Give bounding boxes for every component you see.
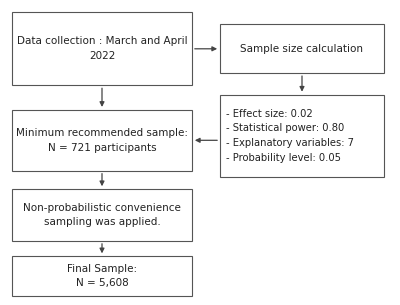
FancyBboxPatch shape — [12, 12, 192, 85]
Text: Data collection : March and April
2022: Data collection : March and April 2022 — [17, 36, 187, 61]
FancyBboxPatch shape — [220, 24, 384, 73]
FancyBboxPatch shape — [12, 256, 192, 296]
Text: Non-probabilistic convenience
sampling was applied.: Non-probabilistic convenience sampling w… — [23, 203, 181, 228]
Text: Final Sample:
N = 5,608: Final Sample: N = 5,608 — [67, 264, 137, 289]
FancyBboxPatch shape — [220, 95, 384, 177]
FancyBboxPatch shape — [12, 110, 192, 171]
Text: Sample size calculation: Sample size calculation — [240, 44, 364, 54]
Text: Minimum recommended sample:
N = 721 participants: Minimum recommended sample: N = 721 part… — [16, 128, 188, 153]
Text: - Effect size: 0.02
- Statistical power: 0.80
- Explanatory variables: 7
- Proba: - Effect size: 0.02 - Statistical power:… — [226, 109, 354, 163]
FancyBboxPatch shape — [12, 189, 192, 241]
